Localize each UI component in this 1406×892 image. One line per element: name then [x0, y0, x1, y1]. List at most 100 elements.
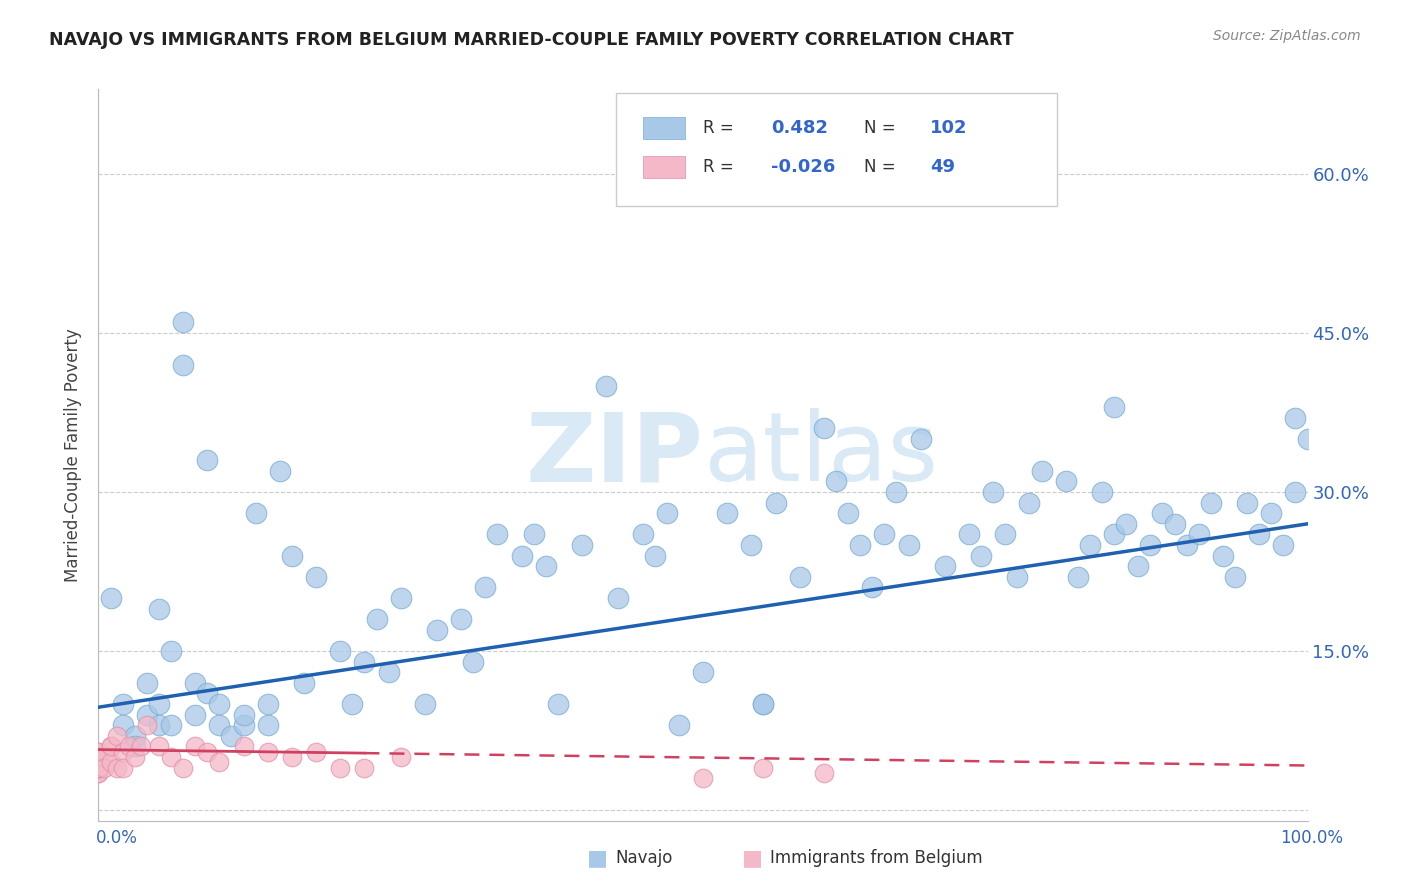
- Text: 0.0%: 0.0%: [96, 829, 138, 847]
- FancyBboxPatch shape: [616, 93, 1057, 206]
- Point: [510, 549, 533, 563]
- Point: [160, 644, 183, 658]
- FancyBboxPatch shape: [643, 156, 685, 178]
- Text: Navajo: Navajo: [616, 849, 673, 867]
- Point: [837, 506, 859, 520]
- Point: [957, 527, 980, 541]
- Point: [825, 475, 848, 489]
- Point: [1284, 410, 1306, 425]
- Point: [195, 745, 218, 759]
- Point: [1007, 570, 1029, 584]
- Point: [148, 697, 170, 711]
- Point: [292, 676, 315, 690]
- Point: [87, 756, 110, 770]
- Point: [813, 766, 835, 780]
- Point: [195, 453, 218, 467]
- Text: 102: 102: [931, 119, 967, 137]
- Point: [837, 167, 859, 181]
- Point: [377, 665, 399, 680]
- Text: ZIP: ZIP: [524, 409, 703, 501]
- Point: [329, 644, 352, 658]
- Point: [87, 761, 110, 775]
- Point: [111, 718, 134, 732]
- Text: R =: R =: [703, 119, 740, 137]
- Point: [195, 686, 218, 700]
- Point: [305, 570, 328, 584]
- Point: [897, 538, 920, 552]
- Point: [221, 729, 243, 743]
- Text: Source: ZipAtlas.com: Source: ZipAtlas.com: [1213, 29, 1361, 43]
- Text: 100.0%: 100.0%: [1279, 829, 1343, 847]
- Point: [789, 570, 811, 584]
- Point: [105, 729, 128, 743]
- Point: [1175, 538, 1198, 552]
- Point: [934, 559, 956, 574]
- Point: [644, 549, 666, 563]
- Point: [571, 538, 593, 552]
- Point: [752, 697, 775, 711]
- Point: [353, 761, 375, 775]
- Point: [873, 527, 896, 541]
- Point: [1031, 464, 1053, 478]
- Point: [172, 315, 194, 329]
- Point: [135, 707, 157, 722]
- Point: [1139, 538, 1161, 552]
- Point: [1236, 495, 1258, 509]
- Point: [547, 697, 569, 711]
- Point: [87, 761, 110, 775]
- Point: [1078, 538, 1101, 552]
- Point: [105, 761, 128, 775]
- Point: [118, 739, 141, 754]
- Y-axis label: Married-Couple Family Poverty: Married-Couple Family Poverty: [65, 328, 83, 582]
- Point: [87, 750, 110, 764]
- Point: [329, 761, 352, 775]
- Point: [160, 718, 183, 732]
- Text: ■: ■: [588, 848, 607, 868]
- FancyBboxPatch shape: [643, 117, 685, 139]
- Point: [100, 591, 122, 605]
- Text: N =: N =: [863, 159, 901, 177]
- Point: [765, 495, 787, 509]
- Point: [595, 379, 617, 393]
- Point: [124, 729, 146, 743]
- Point: [172, 761, 194, 775]
- Point: [100, 739, 122, 754]
- Point: [1223, 570, 1246, 584]
- Point: [184, 707, 207, 722]
- Point: [111, 761, 134, 775]
- Point: [135, 718, 157, 732]
- Point: [256, 718, 278, 732]
- Point: [631, 527, 654, 541]
- Point: [87, 761, 110, 775]
- Point: [981, 485, 1004, 500]
- Point: [232, 739, 254, 754]
- Point: [860, 581, 883, 595]
- Point: [208, 756, 231, 770]
- Point: [124, 739, 146, 754]
- Point: [1054, 475, 1077, 489]
- Point: [1272, 538, 1295, 552]
- Point: [281, 549, 304, 563]
- Point: [87, 761, 110, 775]
- Point: [523, 527, 546, 541]
- Point: [208, 718, 231, 732]
- Point: [87, 766, 110, 780]
- Point: [93, 761, 115, 775]
- Point: [994, 527, 1017, 541]
- Point: [1128, 559, 1150, 574]
- Point: [366, 612, 388, 626]
- Text: ■: ■: [742, 848, 762, 868]
- Point: [1199, 495, 1222, 509]
- Point: [463, 655, 485, 669]
- Text: NAVAJO VS IMMIGRANTS FROM BELGIUM MARRIED-COUPLE FAMILY POVERTY CORRELATION CHAR: NAVAJO VS IMMIGRANTS FROM BELGIUM MARRIE…: [49, 31, 1014, 49]
- Point: [232, 707, 254, 722]
- Text: atlas: atlas: [703, 409, 938, 501]
- Point: [100, 756, 122, 770]
- Point: [970, 549, 993, 563]
- Text: -0.026: -0.026: [770, 159, 835, 177]
- Point: [87, 756, 110, 770]
- Text: 49: 49: [931, 159, 955, 177]
- Point: [87, 745, 110, 759]
- Point: [740, 538, 762, 552]
- Point: [124, 750, 146, 764]
